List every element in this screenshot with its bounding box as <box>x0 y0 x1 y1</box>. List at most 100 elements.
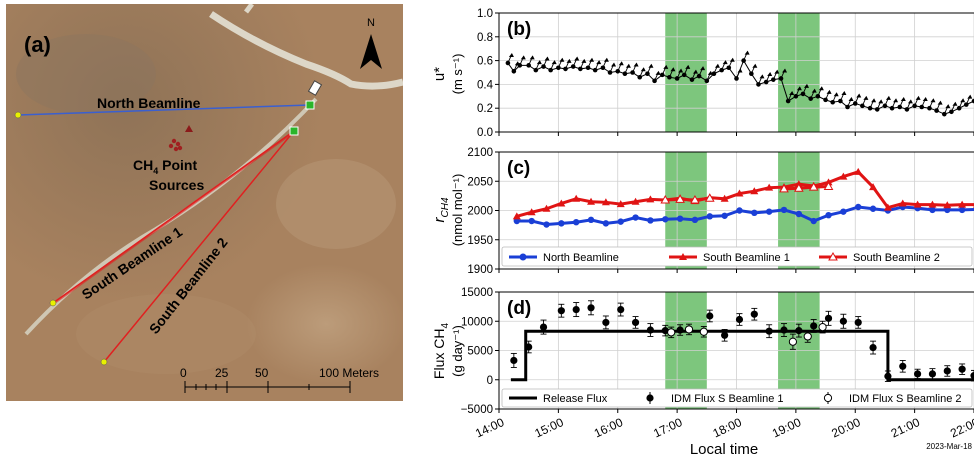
wind-arrow-head <box>589 58 594 62</box>
ylabel-c-line1: rCH4 <box>431 197 451 222</box>
flux-point-sb1 <box>751 311 758 318</box>
wind-arrow-head <box>841 91 846 95</box>
flux-point-sb1 <box>884 373 891 380</box>
marks-c <box>513 168 974 228</box>
legend-label: North Beamline <box>543 252 619 264</box>
series-point-north <box>929 207 935 213</box>
flux-point-sb1 <box>573 306 580 313</box>
series-point-north <box>632 214 638 220</box>
laser-instrument <box>306 101 314 109</box>
wind-arrow-head <box>916 96 921 100</box>
wind-arrow-head <box>641 67 646 71</box>
y-tick-label: 10000 <box>461 316 493 328</box>
x-tick-label: 15:00 <box>533 415 566 441</box>
series-line-0 <box>517 207 974 225</box>
wind-arrow-head <box>930 98 935 102</box>
wind-arrow-head <box>871 98 876 102</box>
x-tick-label: 22:00 <box>948 415 974 441</box>
wind-arrow-head <box>656 71 661 75</box>
scale-tick-100: 100 Meters <box>319 366 379 380</box>
wind-arrow-head <box>634 63 639 67</box>
flux-point-sb2 <box>789 338 796 345</box>
x-tick-label: 18:00 <box>711 415 744 441</box>
ylabel-c: rCH4 (nmol mol⁻¹) <box>431 174 465 247</box>
y-tick-label: 0.0 <box>477 127 493 139</box>
flux-point-sb2 <box>700 328 707 335</box>
wind-arrow-head <box>730 58 735 62</box>
y-tick-label: 0 <box>487 375 493 387</box>
series-point-north <box>677 215 683 221</box>
flux-point-sb2 <box>819 324 826 331</box>
flux-point-sb1 <box>736 316 743 323</box>
wind-arrow-head <box>967 95 972 99</box>
y-tick-label: 15000 <box>461 287 493 299</box>
series-point-north <box>573 219 579 225</box>
terrain-patch <box>276 159 396 249</box>
series-point-north <box>528 218 534 224</box>
flux-point-sb1 <box>632 319 639 326</box>
flux-point-sb1 <box>558 307 565 314</box>
flux-point-sb1 <box>959 366 966 373</box>
flux-point-sb1 <box>795 327 802 334</box>
wind-arrow-head <box>715 64 720 68</box>
ylabel-c-line2: (nmol mol⁻¹) <box>450 174 465 247</box>
flux-point-sb1 <box>587 304 594 311</box>
flux-point-sb1 <box>647 326 654 333</box>
series-point-north <box>707 213 713 219</box>
ylabel-d-line1: Flux CH4 <box>431 323 451 380</box>
ustar-line <box>508 61 974 115</box>
series-point-north <box>692 217 698 223</box>
series-point-north <box>543 221 549 227</box>
scale-tick-0: 0 <box>180 366 187 380</box>
wind-arrow-head <box>648 64 653 68</box>
panel-label-c: (c) <box>507 158 530 179</box>
wind-arrow-head <box>619 61 624 65</box>
panel-label-b: (b) <box>507 19 531 40</box>
y-tick-label: 1.0 <box>477 8 493 20</box>
series-point-north <box>618 218 624 224</box>
y-tick-label: −5000 <box>461 404 493 416</box>
flux-point-sb1 <box>810 322 817 329</box>
x-tick-label: 19:00 <box>770 415 803 441</box>
y-tick-label: 2050 <box>467 176 493 188</box>
flux-point-sb1 <box>721 332 728 339</box>
reflector-marker <box>15 112 21 118</box>
legend-label: IDM Flux S Beamline 2 <box>849 393 961 405</box>
legend-label: South Beamline 2 <box>853 252 940 264</box>
shaded-interval <box>778 13 820 132</box>
legend-marker <box>824 394 831 401</box>
flux-point-sb2 <box>668 329 675 336</box>
wind-arrow-head <box>960 98 965 102</box>
wind-arrow-head <box>901 97 906 101</box>
wind-arrow-head <box>856 93 861 97</box>
series-point-north <box>825 212 831 218</box>
date-note: 2023-Mar-18 <box>926 442 972 451</box>
scale-tick-50: 50 <box>255 366 269 380</box>
wind-arrow-head <box>752 64 757 68</box>
flux-point-sb1 <box>706 312 713 319</box>
wind-arrow-head <box>745 51 750 55</box>
flux-point-sb1 <box>869 344 876 351</box>
series-point-north <box>810 218 816 224</box>
wind-arrow-head <box>893 98 898 102</box>
flux-point-sb1 <box>540 324 547 331</box>
north-beamline-label: North Beamline <box>97 95 201 111</box>
flux-point-sb1 <box>944 367 951 374</box>
flux-point-sb1 <box>780 326 787 333</box>
flux-point-sb1 <box>825 315 832 322</box>
chart-marks: 0.00.20.40.60.81.0(b)1900195020002050210… <box>461 8 974 440</box>
y-tick-label: 0.6 <box>477 56 493 68</box>
y-tick-label: 0.8 <box>477 32 493 44</box>
flux-point-sb1 <box>617 306 624 313</box>
series-point-north <box>870 206 876 212</box>
marks-d <box>510 301 974 382</box>
x-tick-label: 16:00 <box>592 415 625 441</box>
flux-point-sb1 <box>525 343 532 350</box>
panel-label-d: (d) <box>507 298 531 319</box>
flux-point-sb1 <box>914 370 921 377</box>
north-label: N <box>367 17 375 29</box>
wind-arrow-head <box>849 97 854 101</box>
wind-arrow-head <box>521 55 526 59</box>
